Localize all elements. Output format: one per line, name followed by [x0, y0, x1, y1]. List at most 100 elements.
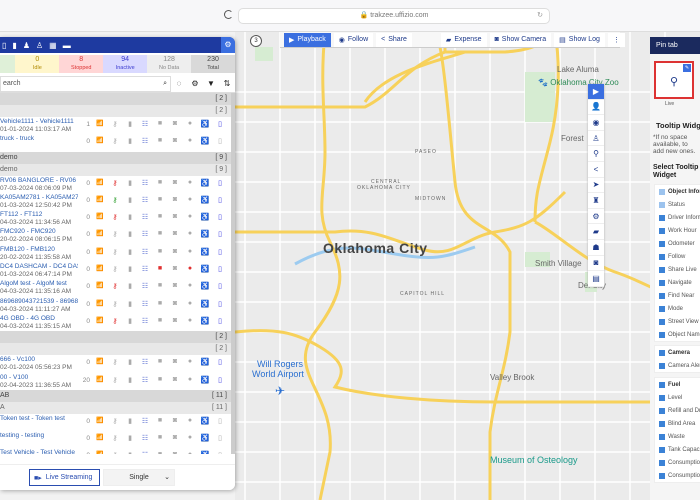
key-icon[interactable]: ⚷: [112, 196, 118, 204]
person-icon[interactable]: ♙: [35, 40, 44, 50]
battery-icon[interactable]: ▮: [128, 300, 132, 308]
vehicle-row[interactable]: 4G OBD - 4G OBD 04-03-2024 11:35:15 AM 0 📶 ⚷…: [0, 314, 231, 331]
document-icon[interactable]: ▯: [218, 138, 222, 146]
sliders-icon[interactable]: ☷: [141, 196, 149, 204]
widget-checkbox[interactable]: Refill and Drain: [655, 404, 700, 417]
widget-checkbox[interactable]: Status: [655, 198, 700, 211]
stop-icon[interactable]: ●: [187, 230, 193, 238]
wifi-icon[interactable]: 📶: [96, 121, 104, 127]
video-icon[interactable]: ■: [157, 120, 163, 127]
map[interactable]: Oklahoma City Lake Aluma 🐾 Oklahoma City…: [235, 32, 700, 500]
video-icon[interactable]: ■: [157, 178, 163, 186]
seat-icon[interactable]: ♿: [200, 300, 210, 308]
camera-icon[interactable]: ◙: [172, 247, 178, 255]
vehicle-name[interactable]: FT112 - FT112: [0, 211, 43, 219]
document-icon[interactable]: ▯: [218, 196, 222, 204]
subgroup-header[interactable]: demo [ 9 ]: [0, 163, 231, 176]
video-icon[interactable]: ■: [157, 358, 163, 366]
follow-button[interactable]: ◉ Follow: [333, 32, 374, 47]
seat-icon[interactable]: ♿: [200, 417, 210, 425]
camera-icon[interactable]: ◙: [170, 451, 180, 454]
show-log-button[interactable]: ▤ Show Log: [554, 32, 605, 47]
key-icon[interactable]: ⚷: [112, 179, 118, 187]
video-icon[interactable]: ■: [157, 230, 163, 238]
widget-checkbox[interactable]: Level: [655, 391, 700, 404]
document-icon[interactable]: ▯: [215, 451, 225, 454]
battery-icon[interactable]: ▮: [128, 317, 132, 325]
subgroup-header[interactable]: [ 2 ]: [0, 105, 231, 117]
seat-icon[interactable]: ♿: [200, 451, 210, 454]
widget-checkbox[interactable]: Waste: [655, 430, 700, 443]
stop-icon[interactable]: ●: [185, 451, 195, 454]
stop-icon[interactable]: ●: [187, 316, 193, 324]
seat-icon[interactable]: ♿: [200, 359, 210, 367]
seat-icon[interactable]: ♿: [200, 266, 210, 274]
vehicle-name[interactable]: FMB120 - FMB120: [0, 245, 55, 253]
camera-icon[interactable]: ◙: [172, 299, 178, 307]
widget-checkbox[interactable]: Tank Capacity: [655, 443, 700, 456]
widget-checkbox[interactable]: Follow: [655, 250, 700, 263]
stop-icon[interactable]: ●: [187, 137, 193, 145]
widget-checkbox[interactable]: Mode: [655, 302, 700, 315]
key-icon[interactable]: ⚷: [112, 376, 118, 384]
widget-checkbox[interactable]: Driver Information: [655, 211, 700, 224]
sliders-icon[interactable]: ☷: [141, 231, 149, 239]
wifi-icon[interactable]: 📶: [96, 179, 104, 186]
video-icon[interactable]: ■: [157, 434, 163, 442]
key-icon[interactable]: ⚷: [112, 417, 118, 425]
wifi-icon[interactable]: 📶: [96, 266, 104, 273]
widget-checkbox[interactable]: Camera Alert: [655, 359, 700, 372]
group-header[interactable]: demo [ 9 ]: [0, 151, 231, 164]
seat-icon[interactable]: ♿: [200, 283, 210, 291]
stop-icon[interactable]: ●: [187, 195, 193, 203]
vehicle-name[interactable]: KA05AM2781 - KA05AM27...: [0, 193, 78, 201]
play-icon[interactable]: ▶: [588, 84, 604, 100]
section-header-checkbox[interactable]: Camera: [655, 346, 700, 359]
video-icon[interactable]: ■: [157, 316, 163, 324]
stop-icon[interactable]: ●: [187, 299, 193, 307]
battery-icon[interactable]: ▮: [128, 138, 132, 146]
battery-icon[interactable]: ▮: [128, 435, 132, 443]
document-icon[interactable]: ▯: [218, 376, 222, 384]
share-button[interactable]: < Share: [376, 32, 412, 47]
widget-checkbox[interactable]: Work Hour: [655, 224, 700, 237]
document-icon[interactable]: ▯: [218, 121, 222, 128]
live-widget-card[interactable]: ✎ ⚲: [654, 61, 694, 99]
key-icon[interactable]: ⚷: [112, 359, 118, 367]
stop-icon[interactable]: ●: [187, 178, 193, 186]
widget-checkbox[interactable]: Share Live: [655, 263, 700, 276]
vehicle-name[interactable]: 00 - V100: [0, 373, 29, 381]
summary-running[interactable]: [0, 55, 16, 73]
wifi-icon[interactable]: 📶: [96, 283, 104, 290]
sliders-icon[interactable]: ☷: [141, 138, 149, 146]
key-icon[interactable]: ⚷: [110, 451, 120, 454]
vehicle-name[interactable]: RV06 BANGLORE - RV06 B...: [0, 176, 78, 184]
wifi-icon[interactable]: 📶: [96, 231, 104, 238]
seat-icon[interactable]: ♿: [200, 121, 210, 128]
seat-icon[interactable]: ♿: [200, 248, 210, 256]
group-header[interactable]: AB [ 11 ]: [0, 389, 231, 402]
show-camera-button[interactable]: ◙ Show Camera: [489, 32, 552, 47]
vehicle-doc-icon[interactable]: ▮: [12, 40, 17, 50]
sliders-icon[interactable]: ☷: [141, 121, 149, 128]
wifi-icon[interactable]: 📶: [96, 417, 104, 424]
vehicle-row[interactable]: FMC920 - FMC920 20-02-2024 08:06:15 PM 0 📶 ⚷…: [0, 227, 231, 244]
seat-icon[interactable]: ♿: [200, 317, 210, 325]
refresh-icon[interactable]: ◌: [176, 79, 182, 88]
summary-no-data[interactable]: 128 No Data: [147, 55, 192, 73]
vehicle-row[interactable]: 869689043721539 - 86968... 04-03-2024 11:…: [0, 297, 231, 314]
video-icon[interactable]: ■: [157, 416, 163, 424]
wifi-icon[interactable]: 📶: [96, 214, 104, 221]
hierarchy-icon[interactable]: ♜: [588, 193, 604, 209]
video-icon[interactable]: ■: [155, 451, 165, 454]
vehicle-row[interactable]: Token test - Token test 0 📶 ⚷ ▮ ☷ ■ ◙ ● ♿ ▯: [0, 414, 231, 431]
key-icon[interactable]: ⚷: [112, 121, 118, 128]
stop-icon[interactable]: ●: [187, 358, 193, 366]
wifi-icon[interactable]: 📶: [96, 359, 104, 366]
vehicle-name[interactable]: FMC920 - FMC920: [0, 228, 56, 236]
live-streaming-button[interactable]: ■▸ Live Streaming: [29, 469, 100, 486]
widget-checkbox[interactable]: Odometer: [655, 237, 700, 250]
key-icon[interactable]: ⚷: [112, 300, 118, 308]
sliders-icon[interactable]: ☷: [141, 435, 149, 443]
section-header-checkbox[interactable]: Object Information: [655, 185, 700, 198]
